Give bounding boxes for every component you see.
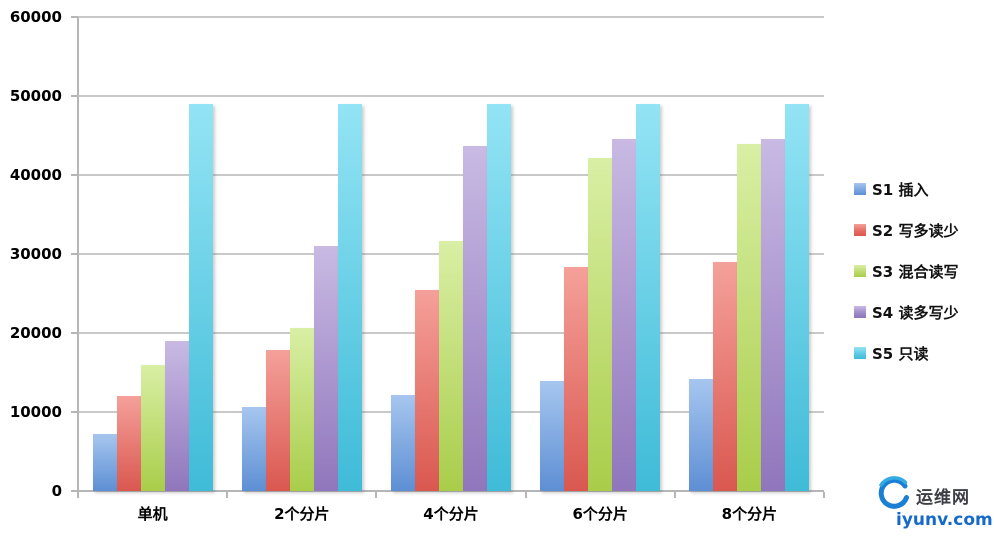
y-axis-tick-30000 xyxy=(71,253,78,255)
bar-series4-2个分片 xyxy=(313,246,338,491)
bar-series1-4个分片 xyxy=(391,394,415,491)
swirl-logo-icon xyxy=(874,474,912,516)
bar-series4-6个分片 xyxy=(612,138,637,491)
legend-swatch-s5-icon xyxy=(854,347,866,359)
legend-swatch-s2-icon xyxy=(854,224,866,236)
legend-swatch-s1-icon xyxy=(854,183,866,195)
y-axis-label-0: 0 xyxy=(51,482,62,500)
bar-series2-单机 xyxy=(116,396,141,491)
bar-series4-4个分片 xyxy=(463,145,487,491)
legend-item-s5: S5 只读 xyxy=(854,343,928,363)
x-axis-tick-5 xyxy=(823,492,825,498)
bar-series3-6个分片 xyxy=(588,157,613,491)
watermark-site-name: 运维网 xyxy=(916,487,970,508)
legend-label-s5: S5 只读 xyxy=(872,344,929,363)
legend-label-s1: S1 插入 xyxy=(872,180,929,199)
legend-label-s3: S3 混合读写 xyxy=(872,262,959,281)
bar-series2-8个分片 xyxy=(713,261,738,491)
bar-series5-6个分片 xyxy=(636,103,661,491)
y-axis-label-10000: 10000 xyxy=(9,403,62,421)
x-axis-tick-1 xyxy=(226,492,229,498)
x-axis-tick-2 xyxy=(375,492,378,498)
y-axis-tick-50000 xyxy=(71,95,78,97)
y-axis-tick-10000 xyxy=(71,411,78,413)
bar-series3-单机 xyxy=(140,364,165,491)
x-axis-tick-3 xyxy=(524,492,527,498)
legend-swatch-s4-icon xyxy=(854,306,866,318)
x-axis-tick-0 xyxy=(77,492,79,498)
legend-item-s1: S1 插入 xyxy=(854,179,928,199)
y-axis-label-50000: 50000 xyxy=(9,87,62,105)
bar-series3-8个分片 xyxy=(737,144,762,491)
bar-series2-2个分片 xyxy=(265,350,290,491)
legend-label-s2: S2 写多读少 xyxy=(872,221,959,240)
bar-series1-6个分片 xyxy=(540,381,565,491)
bar-series3-4个分片 xyxy=(439,240,463,491)
y-axis-label-30000: 30000 xyxy=(9,245,62,263)
x-axis-label-2个分片: 2个分片 xyxy=(274,505,330,523)
y-axis-label-60000: 60000 xyxy=(9,8,62,26)
gridline-40000 xyxy=(78,174,824,176)
bar-series1-8个分片 xyxy=(689,378,714,491)
watermark-row: 运维网 xyxy=(874,474,986,516)
bar-series5-单机 xyxy=(188,103,213,491)
bar-series5-8个分片 xyxy=(785,103,810,491)
legend-swatch-s3-icon xyxy=(854,265,866,277)
gridline-0 xyxy=(78,490,824,492)
legend-label-s4: S4 读多写少 xyxy=(872,303,959,322)
bar-series2-4个分片 xyxy=(415,289,439,491)
bar-series1-2个分片 xyxy=(241,407,266,491)
bar-series4-8个分片 xyxy=(761,139,786,491)
y-axis-line xyxy=(77,17,79,493)
y-axis-tick-0 xyxy=(71,490,78,492)
watermark-domain: iyunv.com xyxy=(896,510,993,530)
bar-series5-2个分片 xyxy=(337,103,362,491)
x-axis-label-8个分片: 8个分片 xyxy=(721,505,778,523)
x-axis-tick-4 xyxy=(673,492,676,498)
watermark-logo: 运维网 iyunv.com xyxy=(874,474,993,530)
legend-item-s2: S2 写多读少 xyxy=(854,220,958,240)
y-axis-tick-60000 xyxy=(71,16,78,18)
y-axis-tick-40000 xyxy=(71,174,78,176)
legend-item-s3: S3 混合读写 xyxy=(854,261,958,281)
legend-item-s4: S4 读多写少 xyxy=(854,302,958,322)
bar-series4-单机 xyxy=(164,340,189,491)
x-axis-label-6个分片: 6个分片 xyxy=(572,505,628,523)
gridline-50000 xyxy=(78,95,824,97)
y-axis-tick-20000 xyxy=(71,332,78,334)
y-axis-label-20000: 20000 xyxy=(9,324,62,342)
bar-series3-2个分片 xyxy=(289,328,314,491)
bar-series5-4个分片 xyxy=(487,103,511,491)
x-axis-label-4个分片: 4个分片 xyxy=(423,505,479,523)
bar-series1-单机 xyxy=(92,434,117,491)
y-axis-label-40000: 40000 xyxy=(9,166,62,184)
bar-series2-6个分片 xyxy=(564,266,589,491)
x-axis-label-单机: 单机 xyxy=(137,505,168,523)
gridline-60000 xyxy=(78,16,824,18)
